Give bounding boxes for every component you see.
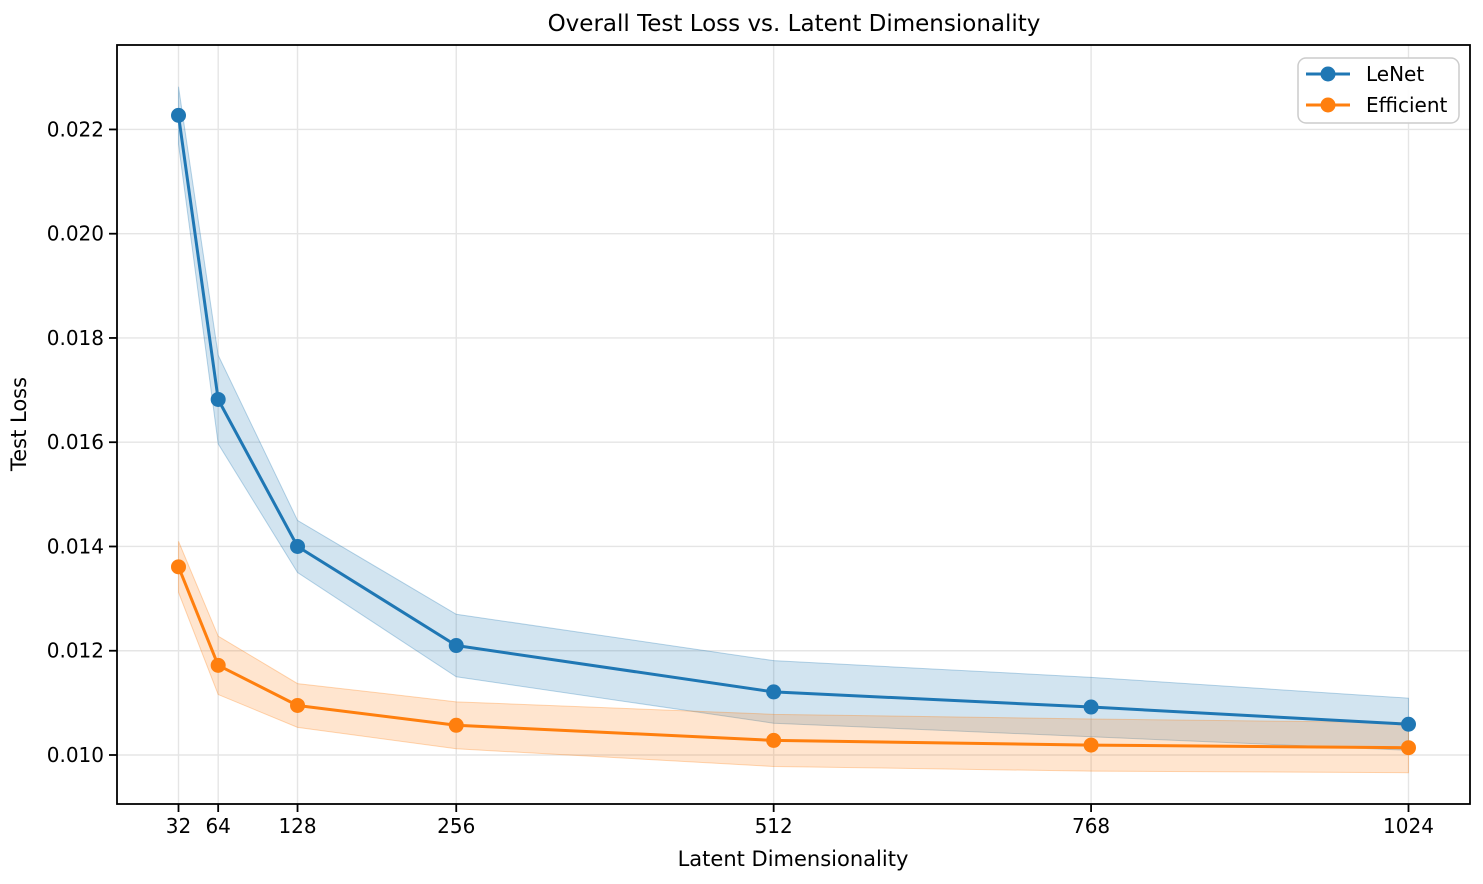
y-tick-label-0.012: 0.012 bbox=[47, 639, 104, 663]
legend-item-lenet: LeNet bbox=[1306, 62, 1424, 86]
legend-item-efficient: Efficient bbox=[1306, 93, 1448, 117]
lenet-marker-256 bbox=[448, 638, 464, 654]
lenet-marker-128 bbox=[290, 538, 306, 554]
x-tick-label-512: 512 bbox=[755, 814, 793, 838]
lenet-marker-64 bbox=[210, 391, 226, 407]
legend: LeNet Efficient bbox=[1297, 57, 1460, 124]
lenet-line bbox=[177, 113, 1410, 726]
legend-marker bbox=[1320, 66, 1336, 82]
tick-layer: 32 64 128 256 512 768 1024 0.010 0.012 0.014 0.016… bbox=[47, 117, 1434, 838]
legend-label: LeNet bbox=[1366, 62, 1424, 86]
grid-layer bbox=[117, 45, 1470, 804]
y-tick-label-0.014: 0.014 bbox=[47, 534, 104, 558]
y-tick-label-0.020: 0.020 bbox=[47, 222, 104, 246]
efficient-marker-32 bbox=[171, 559, 186, 575]
lenet-marker-1024 bbox=[1401, 716, 1416, 732]
y-tick-label-0.016: 0.016 bbox=[47, 430, 104, 454]
y-tick-label-0.022: 0.022 bbox=[47, 117, 104, 141]
chart-title: Overall Test Loss vs. Latent Dimensional… bbox=[548, 11, 1041, 37]
y-tick-label-0.010: 0.010 bbox=[47, 743, 104, 767]
y-axis-label: Test Loss bbox=[7, 377, 31, 472]
efficient-marker-768 bbox=[1083, 737, 1099, 753]
efficient-marker-256 bbox=[448, 717, 464, 733]
x-tick-label-32: 32 bbox=[166, 814, 191, 838]
x-tick-label-128: 128 bbox=[278, 814, 316, 838]
efficient-marker-64 bbox=[210, 657, 226, 673]
efficient-band bbox=[178, 541, 1409, 774]
x-axis-label: Latent Dimensionality bbox=[678, 847, 909, 871]
legend-label: Efficient bbox=[1366, 93, 1448, 117]
x-tick-label-64: 64 bbox=[205, 814, 230, 838]
efficient-marker-1024 bbox=[1401, 740, 1416, 756]
lenet-marker-32 bbox=[171, 107, 186, 123]
x-tick-label-256: 256 bbox=[437, 814, 475, 838]
efficient-marker-128 bbox=[290, 697, 306, 713]
lenet-marker-512 bbox=[766, 684, 782, 700]
x-tick-label-768: 768 bbox=[1072, 814, 1110, 838]
legend-marker bbox=[1320, 97, 1336, 113]
efficient-marker-512 bbox=[766, 732, 782, 748]
series-layer bbox=[171, 107, 1416, 756]
axis-layer bbox=[116, 44, 1471, 805]
axes-spines bbox=[116, 44, 1471, 805]
y-tick-label-0.018: 0.018 bbox=[47, 326, 104, 350]
x-tick-label-1024: 1024 bbox=[1383, 814, 1434, 838]
lenet-marker-768 bbox=[1083, 699, 1099, 715]
band-layer bbox=[178, 86, 1409, 774]
